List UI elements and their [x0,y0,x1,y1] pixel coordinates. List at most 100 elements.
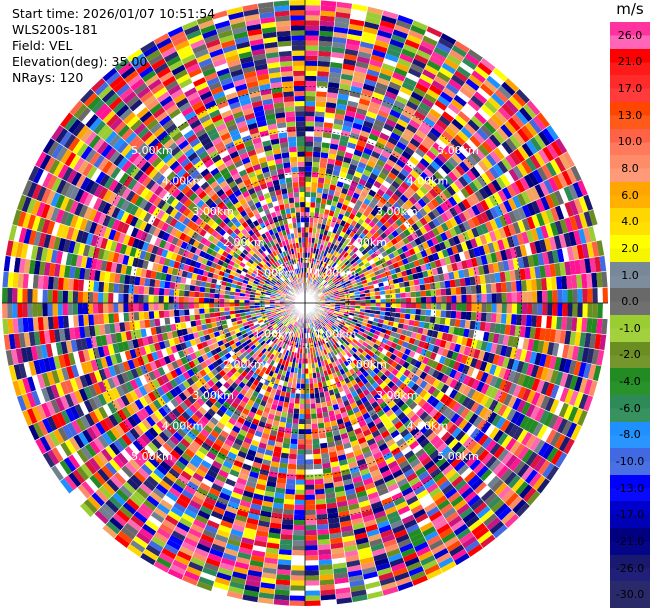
velocity-bin [514,413,526,427]
velocity-bin [230,401,239,409]
velocity-bin [101,503,116,517]
velocity-bin [284,287,290,292]
velocity-bin [103,227,112,239]
velocity-bin [350,303,356,306]
velocity-bin [63,457,77,473]
velocity-bin [12,380,22,397]
velocity-bin [131,413,142,425]
velocity-bin [334,342,340,348]
velocity-bin [323,343,328,350]
velocity-bin [488,426,500,440]
velocity-bin [461,336,468,347]
velocity-bin [279,416,287,423]
velocity-bin [465,424,477,437]
velocity-bin [82,303,89,315]
velocity-bin [529,454,543,470]
velocity-bin [199,203,209,212]
velocity-bin [5,240,14,257]
velocity-bin [320,328,325,334]
velocity-bin [272,349,278,356]
velocity-bin [462,436,474,449]
velocity-bin [35,438,47,455]
velocity-bin [431,543,447,555]
velocity-bin [342,442,352,450]
velocity-bin [144,319,151,329]
velocity-bin [229,299,235,303]
velocity-bin [269,466,279,473]
velocity-bin [219,192,228,201]
velocity-bin [173,211,183,221]
velocity-bin [148,253,157,263]
velocity-bin [233,566,249,575]
velocity-bin [312,453,322,460]
velocity-bin [182,216,191,226]
velocity-bin [497,432,509,446]
velocity-bin [113,153,125,167]
velocity-bin [109,117,123,131]
velocity-bin [316,324,321,330]
velocity-bin [340,344,346,351]
velocity-bin [230,238,238,246]
velocity-bin [367,533,382,542]
velocity-bin [343,399,351,407]
velocity-bin [74,202,84,217]
velocity-bin [544,328,552,342]
velocity-bin [395,576,412,587]
velocity-bin [419,438,430,449]
velocity-bin [132,439,144,452]
velocity-bin [384,396,393,405]
velocity-bin [165,224,174,235]
velocity-bin [208,344,215,352]
velocity-bin [440,374,449,384]
velocity-bin [230,317,237,323]
velocity-bin [159,71,174,83]
velocity-bin [438,324,445,333]
velocity-bin [50,465,64,482]
velocity-bin [305,413,312,420]
velocity-bin [281,447,290,454]
velocity-bin [184,485,197,496]
velocity-bin [284,267,289,273]
velocity-bin [82,349,91,362]
velocity-bin [173,178,184,189]
velocity-bin [238,546,253,555]
velocity-bin [320,376,326,382]
velocity-bin [320,589,336,596]
velocity-bin [522,487,537,503]
velocity-bin [355,305,361,309]
velocity-bin [245,579,261,588]
velocity-bin [505,454,518,469]
velocity-bin [183,570,200,582]
velocity-bin [41,218,51,234]
velocity-bin [204,292,210,298]
velocity-bin [337,454,347,462]
velocity-bin [300,378,305,384]
velocity-bin [402,552,418,563]
velocity-bin [65,340,73,354]
velocity-bin [289,448,298,455]
velocity-bin [346,357,353,365]
velocity-bin [109,354,118,366]
velocity-bin [341,395,349,402]
velocity-bin [239,338,246,345]
velocity-bin [359,504,373,513]
velocity-bin [205,399,214,409]
velocity-bin [381,496,394,506]
velocity-bin [143,149,155,162]
velocity-bin [155,145,167,157]
velocity-bin [133,285,140,295]
velocity-bin [191,366,200,375]
velocity-bin [292,535,305,541]
velocity-bin [378,318,384,324]
velocity-bin [418,493,432,505]
velocity-bin [162,191,172,203]
velocity-bin [484,492,498,506]
velocity-bin [225,176,235,185]
velocity-bin [264,303,270,306]
velocity-bin [217,274,224,281]
velocity-bin [310,408,317,414]
velocity-bin [382,586,399,596]
velocity-bin [129,494,143,508]
velocity-bin [239,292,246,297]
velocity-bin [355,303,361,306]
